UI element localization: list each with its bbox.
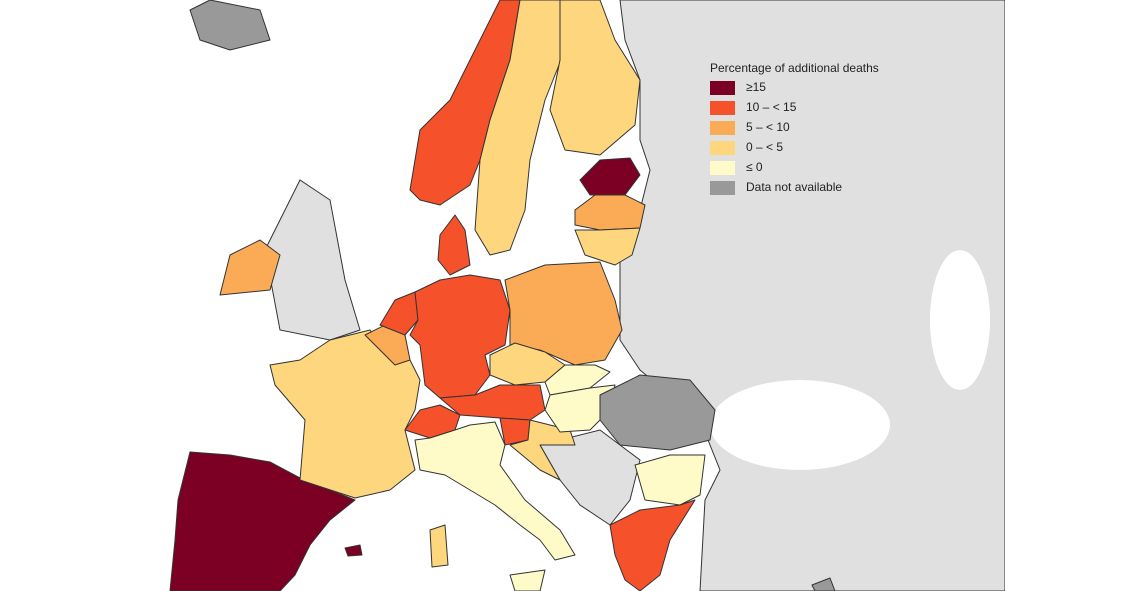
legend-label: ≥15: [746, 80, 766, 94]
estonia: [579, 157, 641, 196]
legend: Percentage of additional deaths ≥15 10 – …: [710, 61, 879, 195]
legend-swatch: [710, 121, 735, 135]
legend-label: Data not available: [746, 180, 842, 194]
legend-label: ≤ 0: [746, 160, 763, 174]
sardinia: [429, 524, 449, 568]
finland: [549, 0, 641, 156]
poland: [504, 261, 623, 366]
legend-swatch: [710, 101, 735, 115]
sweden: [474, 0, 566, 256]
denmark: [437, 214, 471, 276]
legend-label: 10 – < 15: [746, 100, 797, 114]
ireland: [219, 239, 281, 296]
uk: [264, 179, 361, 341]
caspian-sea: [930, 250, 990, 390]
iceland: [189, 0, 271, 51]
iberia: [169, 451, 356, 591]
romania: [599, 374, 716, 451]
balkans: [539, 429, 641, 526]
croatia: [509, 419, 576, 481]
latvia: [574, 194, 646, 231]
legend-label: 0 – < 5: [746, 140, 783, 154]
legend-swatch: [710, 81, 735, 95]
greece: [609, 499, 696, 591]
bulgaria: [634, 454, 706, 506]
italy: [414, 421, 576, 561]
sicily: [509, 569, 546, 591]
legend-swatch: [710, 161, 735, 175]
cyprus: [811, 577, 836, 591]
lithuania: [574, 227, 641, 266]
legend-label: 5 – < 10: [746, 120, 790, 134]
legend-title: Percentage of additional deaths: [710, 61, 879, 75]
balearics: [344, 544, 363, 557]
legend-swatch: [710, 181, 735, 195]
margin: [1005, 0, 1128, 591]
black-sea: [710, 380, 890, 470]
legend-swatch: [710, 141, 735, 155]
france: [269, 329, 421, 499]
